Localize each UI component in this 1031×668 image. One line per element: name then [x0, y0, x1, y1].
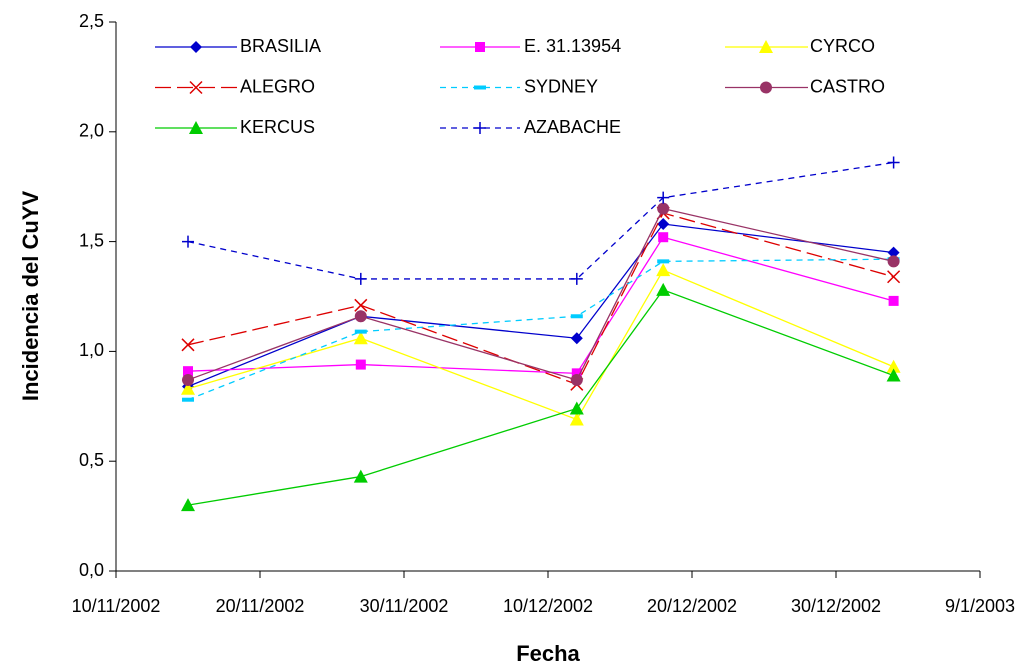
legend-marker: [760, 81, 772, 94]
legend-label: CASTRO: [810, 76, 885, 96]
legend-label: AZABACHE: [524, 117, 621, 137]
marker: [658, 232, 669, 243]
marker: [183, 366, 193, 377]
x-axis-title: Fecha: [516, 641, 580, 666]
x-tick-label: 30/12/2002: [791, 596, 881, 616]
y-tick-label: 0,5: [79, 450, 104, 470]
legend-marker: [759, 40, 773, 53]
marker: [886, 368, 901, 382]
x-tick-label: 9/1/2003: [945, 596, 1015, 616]
legend-marker: [474, 122, 486, 134]
series-line: [187, 258, 894, 401]
marker: [354, 272, 367, 285]
legend-marker: [474, 85, 486, 90]
marker: [354, 310, 367, 323]
marker: [657, 191, 670, 204]
marker: [570, 314, 583, 319]
marker: [354, 329, 367, 334]
x-tick-label: 10/11/2002: [72, 596, 161, 616]
legend-label: BRASILIA: [240, 36, 321, 56]
marker: [569, 412, 584, 426]
marker: [570, 332, 583, 345]
series-line: [187, 236, 894, 375]
marker: [353, 469, 368, 483]
marker: [355, 359, 366, 370]
series-line: [187, 207, 894, 381]
marker: [657, 259, 670, 264]
marker: [181, 381, 195, 395]
marker: [887, 255, 900, 268]
legend-marker: [189, 121, 203, 134]
series-line: [187, 161, 894, 280]
marker: [571, 368, 582, 379]
marker: [886, 359, 901, 373]
marker: [570, 373, 583, 386]
legend-marker: [189, 80, 203, 95]
marker: [182, 235, 194, 248]
legend-label: KERCUS: [240, 117, 315, 137]
legend-marker: [475, 42, 485, 52]
y-axis-title: Incidencia del CuYV: [18, 191, 43, 402]
marker: [570, 272, 583, 285]
x-tick-label: 30/11/2002: [360, 596, 449, 616]
marker: [182, 397, 194, 402]
y-tick-label: 2,0: [79, 121, 104, 141]
marker: [354, 298, 368, 312]
x-tick-label: 20/11/2002: [216, 596, 305, 616]
legend-label: CYRCO: [810, 36, 875, 56]
legend-marker: [190, 41, 202, 53]
x-tick-label: 10/12/2002: [503, 596, 593, 616]
x-tick-label: 20/12/2002: [647, 596, 737, 616]
y-tick-label: 1,0: [79, 340, 104, 360]
marker: [182, 373, 194, 386]
marker: [887, 246, 900, 259]
marker: [656, 282, 671, 296]
marker: [888, 295, 899, 306]
marker: [569, 401, 584, 415]
marker: [657, 218, 670, 231]
marker: [887, 156, 900, 169]
y-tick-label: 1,5: [79, 230, 104, 250]
marker: [181, 338, 195, 352]
marker: [181, 498, 195, 512]
marker: [353, 331, 368, 345]
series-line: [187, 223, 894, 388]
legend-label: SYDNEY: [524, 76, 598, 96]
y-tick-label: 0,0: [79, 560, 104, 580]
legend-label: E. 31.13954: [524, 36, 621, 56]
marker: [887, 270, 901, 284]
legend-label: ALEGRO: [240, 76, 315, 96]
series-line: [187, 269, 894, 421]
marker: [657, 202, 670, 215]
marker: [656, 263, 671, 277]
y-tick-label: 2,5: [79, 11, 104, 31]
